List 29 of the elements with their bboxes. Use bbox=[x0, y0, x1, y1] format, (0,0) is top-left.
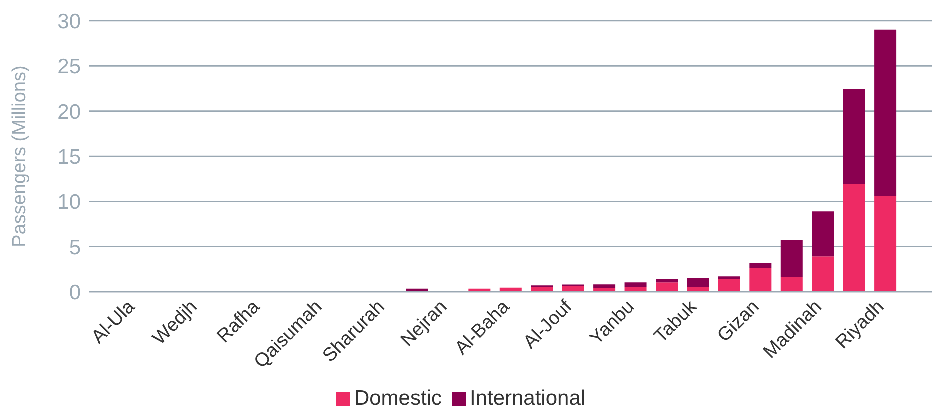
bar bbox=[812, 212, 834, 257]
bar bbox=[718, 276, 740, 280]
y-tick-label: 10 bbox=[58, 191, 81, 214]
bar bbox=[562, 286, 584, 292]
y-tick-label: 20 bbox=[58, 100, 81, 124]
bar bbox=[656, 282, 678, 292]
bar bbox=[687, 278, 710, 288]
y-tick-label: 25 bbox=[58, 56, 81, 79]
y-axis-title: Passengers (Millions) bbox=[10, 66, 31, 248]
bar bbox=[843, 89, 866, 184]
legend-label: Domestic bbox=[354, 387, 442, 410]
bar bbox=[594, 284, 616, 288]
bar bbox=[780, 240, 803, 278]
bar bbox=[656, 279, 678, 283]
bar bbox=[843, 184, 866, 292]
bar bbox=[812, 256, 834, 292]
bar bbox=[874, 30, 897, 196]
bar bbox=[624, 282, 647, 288]
bar bbox=[750, 268, 772, 292]
bar bbox=[780, 277, 803, 292]
bar bbox=[718, 279, 740, 292]
y-tick-label: 30 bbox=[58, 10, 81, 34]
bar bbox=[531, 287, 554, 292]
y-tick-label: 0 bbox=[69, 281, 81, 304]
bar bbox=[874, 196, 897, 292]
y-tick-label: 15 bbox=[58, 146, 81, 169]
legend-label: International bbox=[470, 387, 586, 410]
bar bbox=[750, 263, 772, 268]
y-tick-label: 5 bbox=[69, 236, 81, 260]
